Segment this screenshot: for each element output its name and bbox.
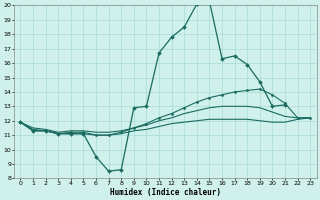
X-axis label: Humidex (Indice chaleur): Humidex (Indice chaleur) <box>110 188 221 197</box>
